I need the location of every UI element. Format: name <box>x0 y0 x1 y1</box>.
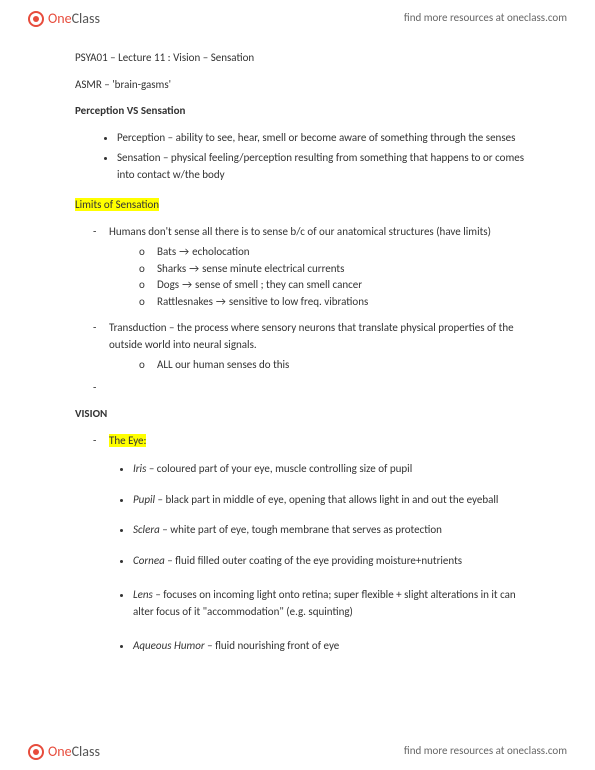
arrow-icon: → <box>216 295 226 308</box>
eye-def: – white part of eye, tough membrane that… <box>160 523 442 536</box>
brand-icon <box>28 744 44 760</box>
limits-heading: Limits of Sensation <box>75 198 159 211</box>
animal-trait: sense of smell ; they can smell cancer <box>195 278 362 291</box>
list-item: Cornea – fluid filled outer coating of t… <box>133 553 535 570</box>
limits-intro-item: - Humans don't sense all there is to sen… <box>93 224 535 311</box>
resource-link-top[interactable]: find more resources at oneclass.com <box>404 10 567 27</box>
pvs-list: Perception – ability to see, hear, smell… <box>117 130 535 184</box>
eye-subhead: The Eye: <box>109 434 146 447</box>
animal-trait: sensitive to low freq. vibrations <box>229 295 368 308</box>
page-header: OneClass find more resources at oneclass… <box>0 0 595 37</box>
arrow-icon: → <box>182 278 192 291</box>
brand-class: Class <box>72 743 100 760</box>
dash-icon: - <box>93 224 109 311</box>
brand-logo: OneClass <box>28 8 100 29</box>
list-item: Iris – coloured part of your eye, muscle… <box>133 461 535 478</box>
animal-trait: echolocation <box>192 245 249 258</box>
list-item: Pupil – black part in middle of eye, ope… <box>133 492 535 509</box>
list-item: Lens – focuses on incoming light onto re… <box>133 587 535 620</box>
vision-heading: VISION <box>75 406 535 423</box>
brand-icon <box>28 11 44 27</box>
eye-def: – fluid nourishing front of eye <box>205 639 340 652</box>
animal-name: Bats <box>157 245 176 258</box>
arrow-icon: → <box>189 262 199 275</box>
transduction-item: - Transduction – the process where senso… <box>93 320 535 374</box>
eye-term: Lens <box>133 588 153 601</box>
pvs-heading: Perception VS Sensation <box>75 103 535 120</box>
asmr-def: 'brain-gasms' <box>112 78 171 91</box>
brand-one: One <box>48 10 72 27</box>
animal-name: Rattlesnakes <box>157 295 213 308</box>
eye-term: Pupil <box>133 493 155 506</box>
transduction-sub-list: ALL our human senses do this <box>139 357 535 374</box>
list-item: Perception – ability to see, hear, smell… <box>117 130 535 147</box>
eye-parts-list: Iris – coloured part of your eye, muscle… <box>133 461 535 655</box>
list-item: Sensation – physical feeling/perception … <box>117 150 535 183</box>
limits-intro: Humans don't sense all there is to sense… <box>109 225 491 238</box>
eye-def: – coloured part of your eye, muscle cont… <box>146 462 412 475</box>
brand-text: OneClass <box>48 8 100 29</box>
brand-logo-footer: OneClass <box>28 741 100 762</box>
eye-term: Aqueous Humor <box>133 639 205 652</box>
dash-icon: - <box>93 320 109 374</box>
course-line: PSYA01 – Lecture 11 : Vision – Sensation <box>75 50 535 67</box>
eye-term: Cornea <box>133 554 165 567</box>
list-item: Bats→echolocation <box>139 244 535 261</box>
asmr-label: ASMR – <box>75 78 112 91</box>
dash-icon: - <box>93 380 109 397</box>
list-item: ALL our human senses do this <box>139 357 535 374</box>
asmr-line: ASMR – 'brain-gasms' <box>75 77 535 94</box>
limits-block: - Humans don't sense all there is to sen… <box>93 224 535 397</box>
list-item: Dogs→sense of smell ; they can smell can… <box>139 277 535 294</box>
eye-def: – fluid filled outer coating of the eye … <box>165 554 462 567</box>
eye-def: – focuses on incoming light onto retina;… <box>133 588 516 618</box>
vision-block: - The Eye: <box>93 433 535 450</box>
eye-term: Iris <box>133 462 146 475</box>
eye-term: Sclera <box>133 523 160 536</box>
animal-name: Sharks <box>157 262 186 275</box>
list-item: Aqueous Humor – fluid nourishing front o… <box>133 638 535 655</box>
resource-link-bottom[interactable]: find more resources at oneclass.com <box>404 743 567 760</box>
transduction-text: Transduction – the process where sensory… <box>109 321 514 351</box>
animals-list: Bats→echolocation Sharks→sense minute el… <box>139 244 535 310</box>
animal-trait: sense minute electrical currents <box>202 262 344 275</box>
list-item: Rattlesnakes→sensitive to low freq. vibr… <box>139 294 535 311</box>
list-item: Sharks→sense minute electrical currents <box>139 261 535 278</box>
document-body: PSYA01 – Lecture 11 : Vision – Sensation… <box>75 50 535 669</box>
brand-text: OneClass <box>48 741 100 762</box>
brand-class: Class <box>72 10 100 27</box>
eye-def: – black part in middle of eye, opening t… <box>155 493 498 506</box>
brand-one: One <box>48 743 72 760</box>
dash-icon: - <box>93 433 109 450</box>
list-item: Sclera – white part of eye, tough membra… <box>133 522 535 539</box>
eye-subhead-item: - The Eye: <box>93 433 535 450</box>
empty-dash: - <box>93 380 535 397</box>
animal-name: Dogs <box>157 278 179 291</box>
arrow-icon: → <box>179 245 189 258</box>
page-footer: OneClass find more resources at oneclass… <box>0 733 595 770</box>
limits-heading-wrap: Limits of Sensation <box>75 197 535 214</box>
